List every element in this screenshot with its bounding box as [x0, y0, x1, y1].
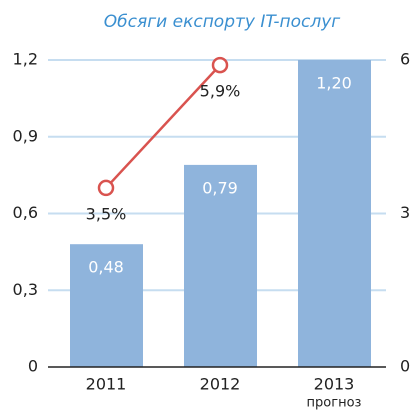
y2-tick-label: 3	[400, 203, 410, 222]
bar-label: 0,79	[202, 178, 238, 197]
y2-tick-label: 0	[400, 357, 410, 376]
y-tick-label: 1,2	[13, 50, 38, 69]
line	[105, 64, 221, 189]
bar-label: 1,20	[316, 74, 352, 93]
x-tick-label: 2011	[86, 375, 127, 394]
y2-tick-label: 6	[400, 50, 410, 69]
bar	[184, 164, 257, 367]
line-marker	[97, 179, 115, 197]
y-tick-label: 0,3	[13, 280, 38, 299]
y-tick-label: 0,9	[13, 126, 38, 145]
x-tick-sublabel: прогноз	[307, 396, 362, 411]
y-tick-label: 0,6	[13, 203, 38, 222]
x-tick-label: 2013	[314, 375, 355, 394]
bar-label: 0,48	[88, 258, 124, 277]
bar	[298, 60, 371, 367]
bar	[70, 244, 143, 367]
line-marker	[211, 56, 229, 74]
x-tick-label: 2012	[200, 375, 241, 394]
chart-title: Обсяги експорту IT-послуг	[104, 12, 340, 32]
line-label: 5,9%	[200, 82, 241, 101]
line-label: 3,5%	[86, 204, 127, 223]
y-tick-label: 0	[28, 357, 38, 376]
